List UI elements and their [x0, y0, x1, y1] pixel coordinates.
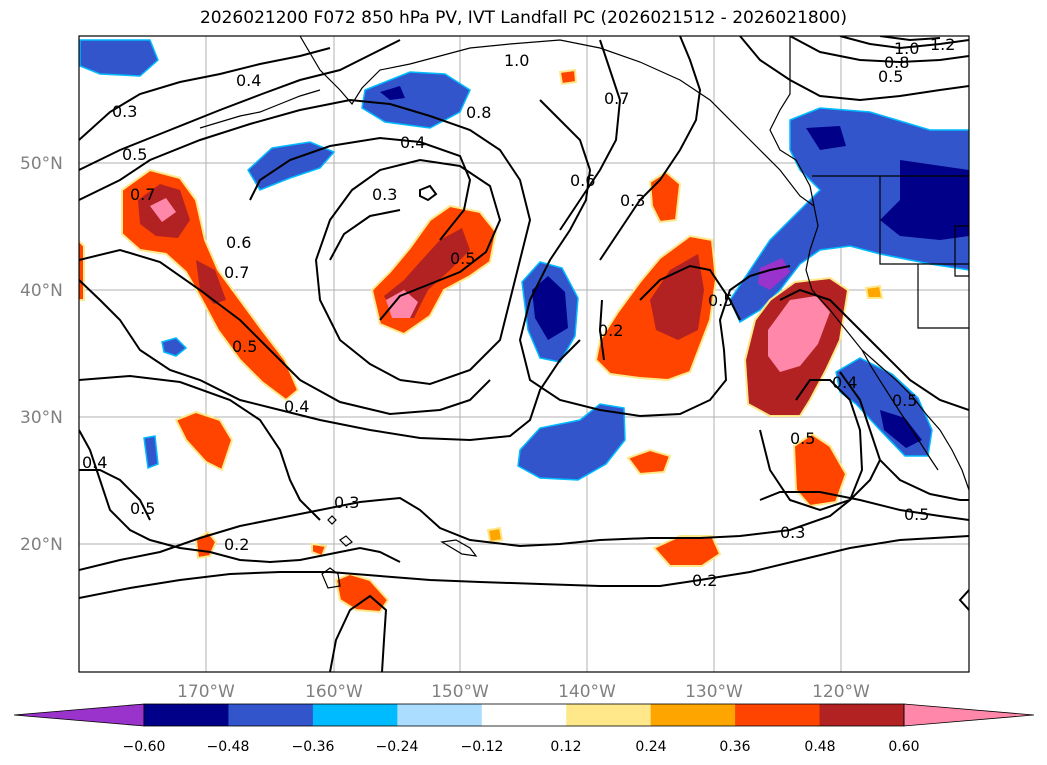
colorbar-segment — [481, 704, 567, 726]
baja-peninsula — [861, 349, 939, 471]
contour-label: 0.3 — [112, 102, 137, 121]
contour-label: 0.3 — [620, 191, 645, 210]
aleutian-chain — [199, 89, 321, 129]
colorbar-tick-label: −0.24 — [376, 739, 419, 755]
colorbar-segment — [650, 704, 736, 726]
contour-label: 0.2 — [224, 535, 249, 554]
colorbar-segment — [144, 704, 229, 726]
contour-label: 0.2 — [692, 571, 717, 590]
contour-label: 0.4 — [284, 397, 309, 416]
lon-label: 160°W — [305, 682, 363, 702]
contour-label: 0.5 — [904, 505, 929, 524]
contour-label: 0.3 — [334, 493, 359, 512]
contour-label: 1.0 — [894, 39, 919, 58]
colorbar-segment — [566, 704, 652, 726]
contour-label: 0.6 — [570, 171, 595, 190]
contour-label: 0.4 — [82, 453, 107, 472]
contour-label: 0.5 — [232, 337, 257, 356]
colorbar-tick-label: 0.12 — [550, 739, 581, 755]
blue-blob-subtropical — [517, 403, 626, 481]
contour-label: 0.8 — [466, 103, 491, 122]
colorbar-segment — [228, 704, 314, 726]
lon-label: 170°W — [177, 682, 235, 702]
lat-label: 50°N — [20, 154, 63, 174]
colorbar-frame — [143, 703, 905, 727]
contour-label: 0.4 — [400, 133, 425, 152]
contour-label: 0.6 — [226, 233, 251, 252]
contour-label: 0.5 — [450, 249, 475, 268]
colorbar-tick-label: 0.60 — [888, 739, 919, 755]
colorbar-segment — [397, 704, 483, 726]
contour-label: 0.5 — [790, 429, 815, 448]
lat-label: 40°N — [20, 281, 63, 301]
contour-label: 0.5 — [122, 145, 147, 164]
lon-label: 120°W — [812, 682, 870, 702]
negative-anomaly-fields — [79, 39, 969, 481]
contour-label: 0.3 — [372, 185, 397, 204]
blue-blob-gulf-alaska — [361, 71, 471, 129]
contour-label: 0.7 — [604, 89, 629, 108]
contour-label: 1.0 — [504, 51, 529, 70]
colorbar: −0.60 −0.48 −0.36 −0.24 −0.12 0.12 0.24 … — [13, 703, 1035, 755]
colorbar-min-extend — [13, 703, 145, 727]
north-america-coast — [805, 205, 969, 491]
lon-label: 150°W — [431, 682, 489, 702]
contour-label: 0.8 — [884, 53, 909, 72]
map-frame — [78, 35, 970, 673]
lon-label: 140°W — [558, 682, 616, 702]
colorbar-tick-label: 0.48 — [804, 739, 835, 755]
contour-label: 0.7 — [224, 263, 249, 282]
colorbar-tick-label: −0.36 — [292, 739, 335, 755]
colorbar-segment — [312, 704, 398, 726]
lat-label: 30°N — [20, 408, 63, 428]
contour-label: 0.2 — [598, 321, 623, 340]
colorbar-tick-label: 0.36 — [719, 739, 750, 755]
colorbar-segment — [735, 704, 821, 726]
colorbar-tick-label: −0.60 — [123, 739, 166, 755]
lon-label: 130°W — [685, 682, 743, 702]
longitude-labels: 170°W 160°W 150°W 140°W 130°W 120°W — [177, 682, 870, 702]
contour-label: 0.4 — [832, 373, 857, 392]
contour-lines — [79, 36, 969, 672]
coastlines — [199, 36, 969, 589]
colorbar-ticks: −0.60 −0.48 −0.36 −0.24 −0.12 0.12 0.24 … — [123, 739, 920, 755]
map-title: 2026021200 F072 850 hPa PV, IVT Landfall… — [199, 8, 847, 28]
contour-label: 0.5 — [130, 499, 155, 518]
contour-label: 0.7 — [130, 185, 155, 204]
colorbar-segment — [819, 704, 905, 726]
colorbar-max-extend — [903, 703, 1035, 727]
colorbar-segments — [144, 704, 905, 726]
alaska-coast — [299, 36, 815, 208]
contour-label: 0.5 — [708, 291, 733, 310]
colorbar-tick-label: −0.12 — [461, 739, 504, 755]
lat-label: 20°N — [20, 535, 63, 555]
colorbar-tick-label: −0.48 — [207, 739, 250, 755]
colorbar-tick-label: 0.24 — [635, 739, 666, 755]
blue-blob-nw-corner — [79, 39, 159, 77]
hawaii-islands — [321, 515, 478, 589]
contour-label: 1.2 — [930, 35, 955, 54]
contour-label: 0.4 — [236, 71, 261, 90]
contour-label: 0.5 — [892, 391, 917, 410]
contour-label-group: 0.4 0.3 0.5 0.7 0.6 0.7 0.4 0.3 0.8 1.0 … — [82, 35, 955, 590]
positive-anomaly-fields — [79, 68, 884, 614]
contour-label: 0.3 — [780, 523, 805, 542]
latitude-labels: 50°N 40°N 30°N 20°N — [20, 154, 63, 555]
blue-blob-north-pacific — [247, 141, 336, 191]
contour-label: 0.5 — [878, 67, 903, 86]
